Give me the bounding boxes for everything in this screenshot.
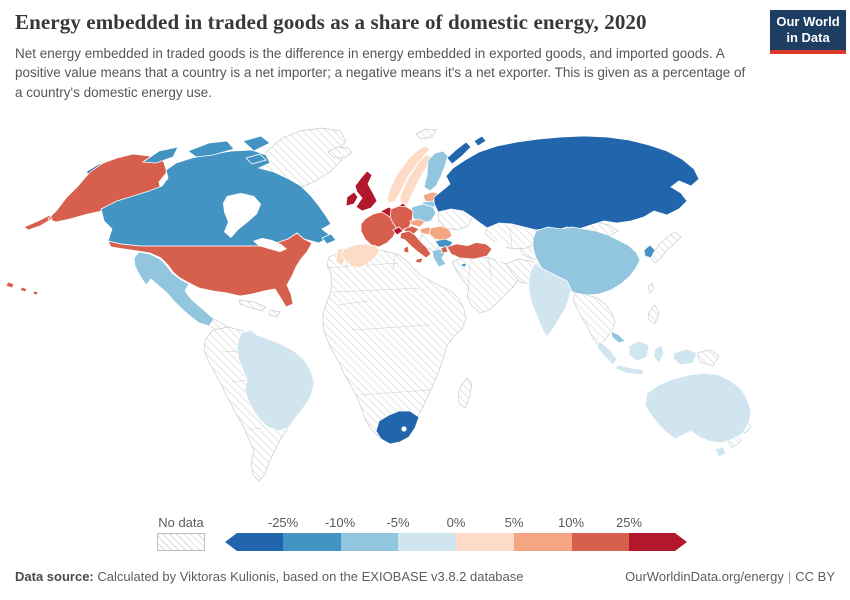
- legend-tick: -10%: [324, 515, 356, 530]
- owid-logo: Our World in Data: [770, 10, 846, 54]
- legend-no-data-swatch[interactable]: [157, 533, 205, 551]
- legend-bin-5-10[interactable]: [514, 533, 572, 551]
- license-label: CC BY: [795, 569, 835, 584]
- country-philippines[interactable]: [647, 304, 660, 325]
- country-canada-arctic-islands[interactable]: [141, 135, 337, 245]
- country-france[interactable]: [360, 211, 398, 248]
- country-taiwan[interactable]: [647, 282, 655, 294]
- owid-logo-line1: Our World: [776, 14, 840, 30]
- inland-water: [223, 193, 506, 263]
- country-bulgaria[interactable]: [434, 238, 454, 249]
- legend-tick: -25%: [267, 515, 299, 530]
- legend-tick: 10%: [557, 515, 585, 530]
- data-source-label: Data source:: [15, 569, 94, 584]
- chart-subtitle: Net energy embedded in traded goods is t…: [15, 46, 746, 100]
- country-india[interactable]: [528, 262, 572, 338]
- data-source-note: Data source: Calculated by Viktoras Kuli…: [15, 569, 524, 584]
- country-brazil[interactable]: [236, 329, 315, 432]
- country-japan[interactable]: [650, 231, 682, 264]
- legend-bin-10-25[interactable]: [572, 533, 630, 551]
- region-svalbard[interactable]: [415, 128, 437, 140]
- legend-bin-neg5-0[interactable]: [398, 533, 456, 551]
- country-south-africa[interactable]: [375, 410, 420, 445]
- country-czechia[interactable]: [409, 218, 426, 228]
- country-russia[interactable]: [433, 135, 700, 232]
- page-title: Energy embedded in traded goods as a sha…: [15, 10, 647, 34]
- legend-bin-gt-25[interactable]: [629, 533, 687, 551]
- country-malaysia[interactable]: [610, 330, 626, 344]
- owid-url-link[interactable]: OurWorldinData.org/energy: [625, 569, 784, 584]
- country-cyprus[interactable]: [460, 262, 468, 268]
- footer-separator: |: [787, 569, 792, 584]
- country-papua-new-guinea[interactable]: [696, 349, 720, 367]
- legend-colorbar: [225, 533, 687, 551]
- legend-no-data-label: No data: [158, 515, 204, 530]
- country-usa-alaska[interactable]: [23, 153, 168, 231]
- owid-logo-line2: in Data: [786, 30, 830, 45]
- region-caribbean[interactable]: [238, 299, 281, 318]
- country-portugal[interactable]: [335, 248, 346, 267]
- country-iceland[interactable]: [327, 146, 353, 159]
- country-mexico[interactable]: [133, 251, 215, 327]
- country-united-kingdom[interactable]: [354, 170, 378, 212]
- country-usa-hawaii[interactable]: [5, 281, 39, 296]
- country-ireland[interactable]: [345, 191, 359, 207]
- great-lakes: [253, 238, 287, 252]
- region-middle-east[interactable]: [451, 256, 520, 314]
- country-lesotho[interactable]: [401, 426, 407, 432]
- country-south-korea[interactable]: [643, 244, 656, 259]
- legend-bin-0-5[interactable]: [456, 533, 514, 551]
- legend-bin-neg25-neg10[interactable]: [283, 533, 341, 551]
- region-southeast-asia[interactable]: [572, 292, 616, 346]
- country-italy[interactable]: [399, 230, 432, 264]
- legend-tick: 0%: [446, 515, 466, 530]
- chart-footer: Data source: Calculated by Viktoras Kuli…: [15, 569, 835, 584]
- country-madagascar[interactable]: [457, 377, 473, 409]
- legend-tick: 5%: [504, 515, 524, 530]
- footer-right: OurWorldinData.org/energy | CC BY: [625, 569, 835, 584]
- black-sea: [450, 235, 478, 246]
- country-usa[interactable]: [107, 232, 313, 308]
- country-romania[interactable]: [428, 225, 453, 242]
- caspian-sea: [493, 240, 506, 263]
- country-norway[interactable]: [386, 145, 431, 204]
- hudson-bay: [223, 193, 261, 238]
- legend-bin-neg10-neg5[interactable]: [341, 533, 399, 551]
- legend-tick: 25%: [615, 515, 643, 530]
- country-switzerland[interactable]: [392, 226, 404, 236]
- legend-bin-lt-neg25[interactable]: [225, 533, 283, 551]
- data-source-text: Calculated by Viktoras Kulionis, based o…: [93, 569, 524, 584]
- country-indonesia[interactable]: [596, 340, 698, 376]
- country-australia[interactable]: [644, 372, 752, 458]
- country-finland[interactable]: [423, 150, 449, 192]
- legend-tick: -5%: [386, 515, 410, 530]
- region-africa[interactable]: [322, 247, 467, 442]
